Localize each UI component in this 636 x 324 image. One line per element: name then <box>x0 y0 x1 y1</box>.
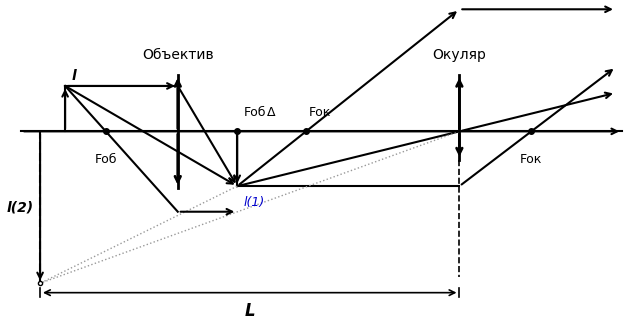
Text: Fоб: Fоб <box>95 153 117 166</box>
Text: L: L <box>244 302 255 320</box>
Text: Fок: Fок <box>309 106 331 119</box>
Text: l: l <box>71 69 76 83</box>
Text: Объектив: Объектив <box>142 49 214 63</box>
Text: l(2): l(2) <box>7 200 34 214</box>
Text: l(1): l(1) <box>244 196 265 209</box>
Text: Fок: Fок <box>520 153 543 166</box>
Text: Δ: Δ <box>267 106 276 119</box>
Text: Окуляр: Окуляр <box>432 49 487 63</box>
Text: Fоб: Fоб <box>244 106 266 119</box>
